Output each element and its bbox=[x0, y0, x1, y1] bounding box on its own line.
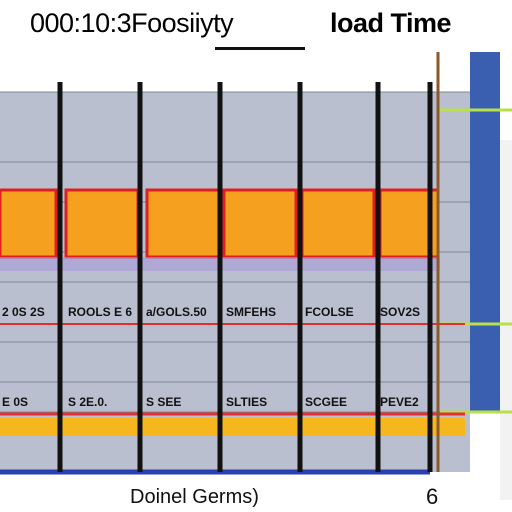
row1-label-5: SOV2S bbox=[380, 305, 420, 319]
row2-label-1: S 2E.0. bbox=[68, 395, 107, 409]
row1-label-4: FCOLSE bbox=[305, 305, 354, 319]
bar-0 bbox=[0, 188, 58, 259]
row1-label-3: SMFEHS bbox=[226, 305, 276, 319]
row2-label-4: SCGEE bbox=[305, 395, 347, 409]
bar-3 bbox=[222, 188, 298, 259]
chart-plot-area: 2 0S 2S ROOLS E 6 a/GOLS.50 SMFEHS FCOLSE SOV… bbox=[0, 52, 512, 500]
right-axis-strip bbox=[470, 52, 500, 412]
row1-label-2: a/GOLS.50 bbox=[146, 305, 207, 319]
chart-title: 000:10:3Foosiiyty load Time bbox=[0, 4, 500, 44]
chart-title-left: 000:10:3Foosiiyty bbox=[30, 8, 234, 38]
row2-label-0: E 0S bbox=[2, 395, 28, 409]
title-underline bbox=[215, 47, 305, 50]
x-axis-label: Doinel Germs) bbox=[130, 486, 259, 508]
chart-title-right: load Time bbox=[330, 8, 452, 38]
row1-label-0: 2 0S 2S bbox=[2, 305, 45, 319]
bar-2 bbox=[145, 188, 221, 259]
corner-label: 6 bbox=[426, 484, 439, 509]
row2-label-2: S SEE bbox=[146, 395, 181, 409]
row2-label-3: SLTIES bbox=[226, 395, 267, 409]
right-margin bbox=[500, 140, 512, 500]
row2-label-5: PEVE2 bbox=[380, 395, 419, 409]
band-orange bbox=[0, 418, 465, 436]
row1-label-1: ROOLS E 6 bbox=[68, 305, 132, 319]
bar-1 bbox=[64, 188, 140, 259]
bar-4 bbox=[300, 188, 376, 259]
